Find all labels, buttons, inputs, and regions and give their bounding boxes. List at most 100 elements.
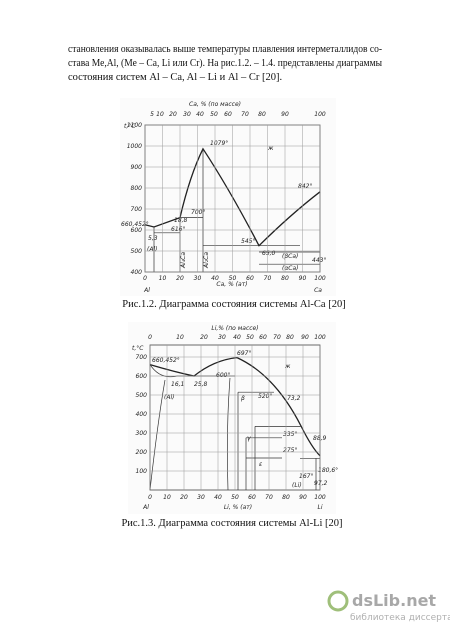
annotation: 65,0 [262,250,276,257]
y-axis-label: t,°C [132,345,144,352]
top-tick-label: 5 [150,111,154,118]
axis-end: Li [317,504,322,511]
figure-1: 1079° 842° 660,452° 5,3 (Al) 18,8 616° 7… [120,98,336,296]
annotation: ε [259,461,263,468]
text-line: становления оказывалась выше температуры… [68,44,382,55]
top-tick-label: 90 [281,111,289,118]
annotation: 167° [299,473,313,480]
annotation: Al₂Ca [203,252,210,269]
annotation: (Al) [164,394,174,401]
x-tick-label: 100 [314,275,326,282]
top-tick-label: 30 [183,111,191,118]
annotation: ж [267,145,274,152]
annotation: Al₄Ca [180,252,187,269]
x-tick-label: 30 [194,275,202,282]
x-tick-label: 70 [265,494,273,501]
top-tick-label: 50 [210,111,218,118]
top-axis-label: Ca, % (по массе) [189,101,241,108]
x-tick-label: 50 [229,275,237,282]
top-tick-label: 40 [196,111,204,118]
x-tick-label: 100 [314,494,326,501]
annotation: 97,2 [314,480,328,487]
x-tick-label: 90 [299,275,307,282]
annotation: (αCa) [282,265,299,272]
top-tick-label: 70 [273,334,281,341]
y-tick-label: 700 [136,354,148,361]
top-tick-label: 40 [233,334,241,341]
top-tick-label: 100 [314,334,326,341]
annotation: 180,6° [318,467,338,474]
x-tick-label: 20 [176,275,184,282]
top-tick-label: 60 [224,111,232,118]
top-tick-label: 50 [246,334,254,341]
axis-end: Al [143,287,150,294]
top-tick-label: 0 [148,334,152,341]
annotation: β [241,395,245,402]
y-tick-label: 900 [131,164,143,171]
annotation: 660,452° [121,221,149,228]
top-tick-label: 30 [218,334,226,341]
top-tick-label: 70 [241,111,249,118]
x-tick-label: 40 [214,494,222,501]
annotation: 660,452° [152,357,180,364]
axis-end: Ca [314,287,322,294]
y-tick-label: 600 [131,227,143,234]
brand: dsLib.net [352,591,436,610]
x-tick-label: 50 [231,494,239,501]
axis-end: Al [142,504,149,511]
y-tick-label: 500 [131,248,143,255]
top-tick-label: 20 [200,334,208,341]
annotation: 700° [191,209,205,216]
annotation: (Li) [292,482,302,489]
x-tick-label: 40 [211,275,219,282]
x-tick-label: 70 [264,275,272,282]
watermark: dsLib.net библиотека диссертаций [327,590,450,623]
text-line: состояния систем Al – Ca, Al – Li и Al –… [68,72,282,83]
y-tick-label: 200 [136,449,148,456]
top-tick-label: 10 [176,334,184,341]
annotation: ж [284,363,291,370]
top-tick-label: 80 [258,111,266,118]
brand-subtitle: библиотека диссертаций [350,613,450,623]
y-tick-label: 400 [136,411,148,418]
annotation: 545° [241,238,255,245]
annotation: 73,2 [287,395,301,402]
annotation: 16,1 [171,381,184,388]
y-tick-label: 1100 [127,122,142,129]
x-tick-label: 60 [246,275,254,282]
annotation: 335° [283,431,297,438]
x-tick-label: 80 [282,494,290,501]
top-axis-label: Li,% (по массе) [211,325,258,332]
x-tick-label: 80 [281,275,289,282]
y-tick-label: 300 [136,430,148,437]
top-tick-label: 20 [169,111,177,118]
figure-2: 660,452° 16,1 25,8 (Al) 600° 697° 520° 7… [128,322,338,514]
x-tick-label: 90 [299,494,307,501]
caption: Рис.1.2. Диаграмма состояния системы Al-… [122,299,345,310]
top-tick-label: 80 [286,334,294,341]
logo [327,590,349,612]
annotation: 520° [258,393,272,400]
annotation: 18,8 [174,217,188,224]
x-tick-label: 10 [159,275,167,282]
y-tick-label: 700 [131,206,143,213]
annotation: 842° [298,183,312,190]
y-tick-label: 600 [136,373,148,380]
annotation: 5,3 [148,235,158,242]
top-tick-label: 100 [314,111,326,118]
text-line: става Me,Al, (Me – Ca, Li или Cr). На ри… [68,58,382,69]
annotation: (βCa) [282,253,298,260]
x-tick-label: 60 [248,494,256,501]
top-tick-label: 60 [259,334,267,341]
x-tick-label: 30 [197,494,205,501]
annotation: (Al) [147,246,157,253]
annotation: 1079° [210,140,228,147]
bottom-axis-label: Li, % (ат) [224,504,252,511]
figure-frame [120,98,336,296]
y-axis-label: t,°C [124,123,136,130]
top-tick-label: 90 [301,334,309,341]
y-tick-label: 800 [131,185,143,192]
annotation: 275° [283,447,297,454]
y-tick-label: 1000 [127,143,142,150]
